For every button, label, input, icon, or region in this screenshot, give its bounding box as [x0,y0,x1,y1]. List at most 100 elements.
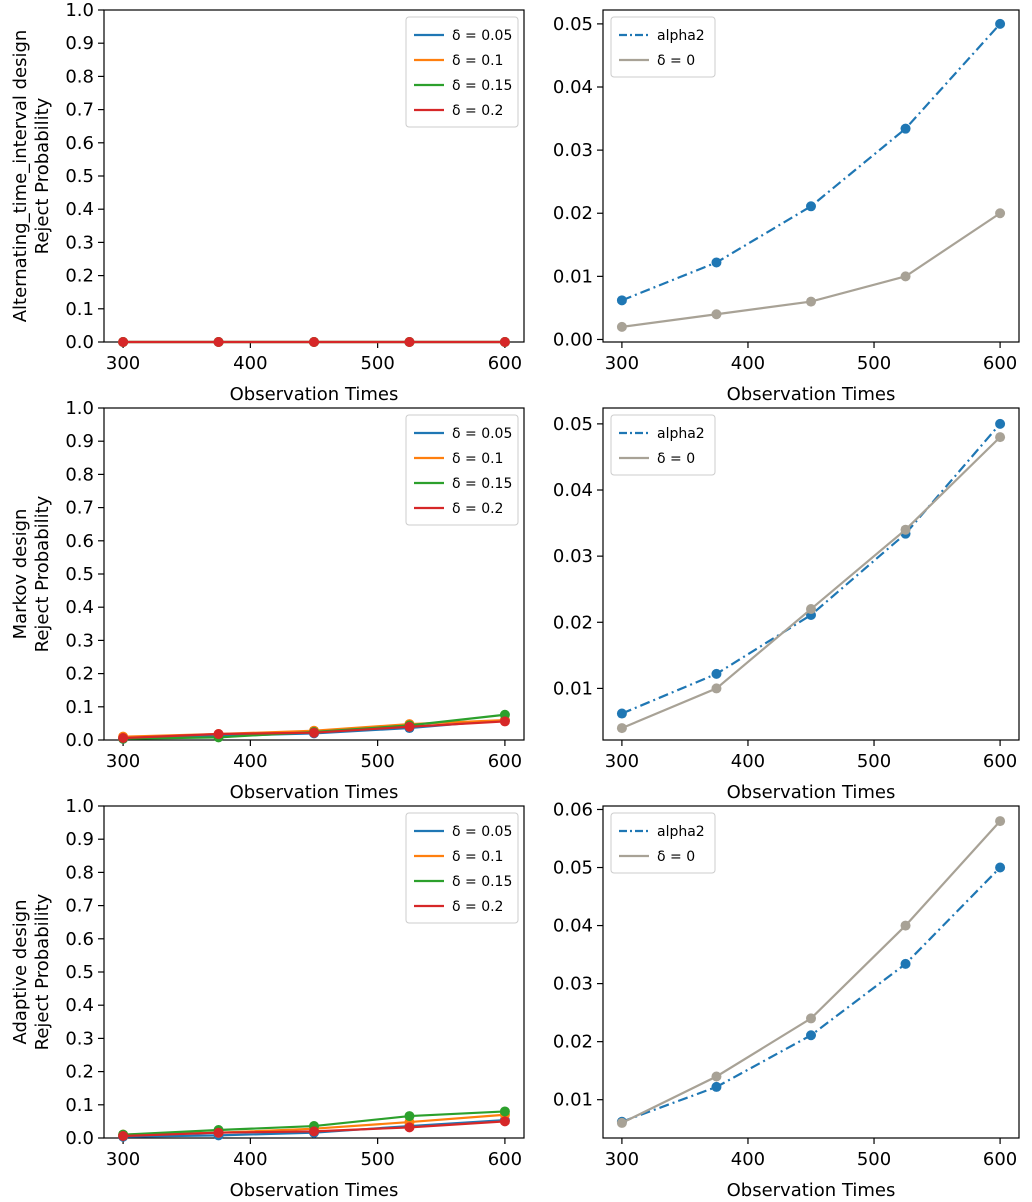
x-tick-label: 400 [233,353,267,374]
data-point-delta0 [616,723,627,734]
y-tick-label: 0.1 [65,1095,94,1116]
y-tick-label: 0.6 [65,929,94,950]
legend-entry: δ = 0.15 [452,874,512,890]
x-tick-label: 300 [106,353,140,374]
legend-entry-value: 0.1 [481,53,503,69]
legend: δ = 0.05δ = 0.1δ = 0.15δ = 0.2 [405,414,519,526]
legend-box [405,812,519,924]
data-point-d02 [309,727,319,738]
legend-entry-value: 0.1 [481,451,503,467]
panel-markov-reject: 300 400 500 600 0.0 0.1 0.2 0.3 0.4 0.5 0.6 0.7 0.8 0… [10,398,525,803]
y-tick-label: 0.4 [65,995,94,1016]
legend-entry-base: δ = [657,53,686,69]
data-point-d02 [404,1122,415,1133]
y-tick-label: 0.8 [65,66,94,87]
x-tick-label: 300 [605,751,639,772]
y-tick-label: 1.0 [65,398,94,419]
x-tick-label: 400 [233,751,267,772]
data-point-delta0 [711,683,722,694]
y-tick-label: 0.2 [65,1062,94,1083]
data-point-d02 [404,721,415,732]
x-axis-label: Observation Times [230,782,399,803]
x-tick-label: 500 [360,751,394,772]
legend: δ = 0.05δ = 0.1δ = 0.15δ = 0.2 [405,812,519,924]
legend-entry-base: alpha2 [657,426,705,442]
data-point-alpha2 [711,1081,722,1092]
legend-entry-base: δ = [452,874,481,890]
data-point-d015 [404,1111,415,1122]
y-tick-label: 1.0 [65,0,94,21]
legend-entry-value: 0.15 [481,476,512,492]
legend-entry-base: δ = [452,824,481,840]
legend-entry: δ = 0 [657,849,695,865]
legend-entry: δ = 0.05 [452,426,512,442]
y-tick-label: 0.6 [65,133,94,154]
data-point-alpha2 [900,123,911,134]
y-tick-label: 0.01 [553,678,593,699]
legend-entry-value: 0.05 [481,426,512,442]
y-tick-label: 0.4 [65,199,94,220]
y-axis-label: Reject Probability [32,495,53,652]
data-point-d02 [118,733,129,744]
legend-entry-base: δ = [452,451,481,467]
y-tick-label: 0.0 [65,332,94,353]
x-axis-label: Observation Times [727,384,896,405]
y-tick-label: 0.1 [65,697,94,718]
x-tick-label: 300 [605,1149,639,1170]
x-tick-label: 400 [233,1149,267,1170]
x-tick-label: 400 [731,1149,765,1170]
legend-entry-base: δ = [452,476,481,492]
x-tick-label: 600 [488,751,522,772]
y-tick-label: 0.1 [65,299,94,320]
y-tick-label: 0.9 [65,829,94,850]
y-tick-label: 0.8 [65,464,94,485]
legend-box [610,16,716,78]
y-tick-label: 0.5 [65,962,94,983]
legend-entry-base: δ = [452,501,481,517]
data-point-delta0 [616,321,627,332]
y-tick-label: 0.04 [553,77,593,98]
data-point-alpha2 [995,418,1006,429]
y-tick-label: 0.7 [65,896,94,917]
legend-entry: δ = 0.1 [452,849,503,865]
x-tick-label: 600 [488,353,522,374]
x-tick-label: 600 [983,1149,1017,1170]
y-tick-label: 0.06 [553,799,593,820]
legend-entry-value: 0.2 [481,103,503,119]
legend-entry-value: 0.2 [481,501,503,517]
panel-adaptive-alpha: 300 400 500 600 0.01 0.02 0.03 0.04 0.05 0.06 Obse… [553,799,1020,1201]
legend: alpha2 δ = 0 [610,812,716,874]
y-tick-label: 0.7 [65,100,94,121]
y-tick-label: 0.03 [553,974,593,995]
data-point-alpha2 [711,257,722,268]
panel-markov-alpha: 300 400 500 600 0.01 0.02 0.03 0.04 0.05 Observat… [553,407,1020,803]
x-tick-label: 400 [731,751,765,772]
y-tick-label: 0.03 [553,140,593,161]
x-axis-label: Observation Times [230,384,399,405]
data-point-delta0 [900,524,911,535]
legend-entry: alpha2 [657,28,705,44]
y-tick-label: 0.03 [553,546,593,567]
x-tick-label: 400 [731,353,765,374]
y-tick-label: 0.02 [553,203,593,224]
data-point-delta0 [806,604,816,615]
legend-entry-value: 0.15 [481,874,512,890]
data-point-delta0 [995,208,1006,219]
data-point-d02 [213,729,224,740]
legend-entry-base: alpha2 [657,28,705,44]
y-axis-label: Reject Probability [32,893,53,1050]
data-point-delta0 [900,271,911,282]
y-tick-label: 0.01 [553,1090,593,1111]
legend-entry-value: 0.15 [481,78,512,94]
data-point-alpha2 [616,708,627,719]
legend-entry: δ = 0 [657,451,695,467]
x-tick-label: 500 [360,353,394,374]
x-tick-label: 600 [488,1149,522,1170]
legend-entry: δ = 0.05 [452,28,512,44]
legend-entry: δ = 0.15 [452,476,512,492]
y-tick-label: 0.2 [65,266,94,287]
legend: alpha2 δ = 0 [610,16,716,78]
x-tick-label: 500 [857,1149,891,1170]
legend-entry-base: δ = [657,849,686,865]
